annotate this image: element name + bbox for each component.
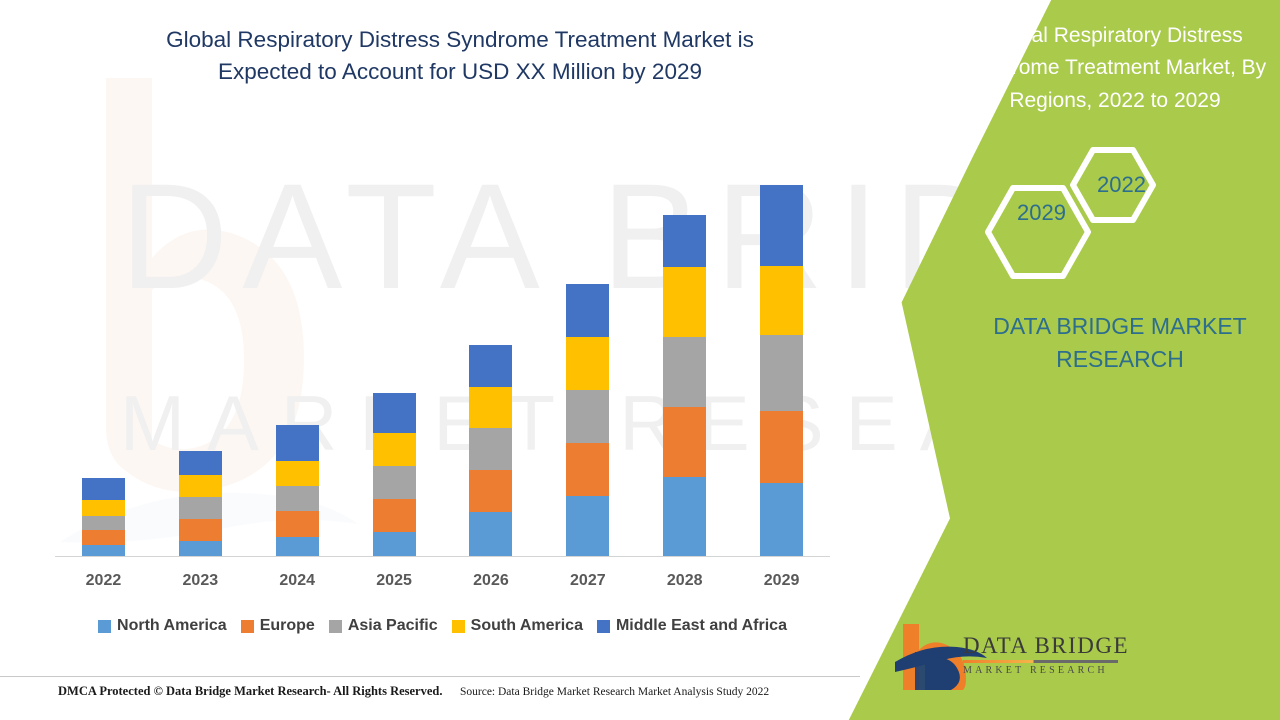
bar-segment[interactable] [469,428,513,470]
bar-column-2025[interactable] [372,393,416,556]
legend-item-north-america[interactable]: North America [98,617,227,635]
bar-segment[interactable] [566,443,610,496]
legend-swatch-icon [98,619,112,633]
legend-label: Europe [259,617,315,634]
bar-segment[interactable] [663,407,707,477]
page-title: Global Respiratory Distress Syndrome Tre… [60,24,860,88]
bar-column-2022[interactable] [81,478,125,556]
bar-column-2028[interactable] [663,215,707,556]
x-tick-2026: 2026 [473,572,509,589]
bar-segment[interactable] [760,335,804,411]
legend-label: North America [117,617,227,634]
legend-item-middle-east-and-africa[interactable]: Middle East and Africa [596,617,787,635]
x-tick-2024: 2024 [279,572,315,589]
hexagon-label-2029: 2029 [1017,200,1066,225]
page-title-line-2: Expected to Account for USD XX Million b… [217,58,702,84]
footer-source: Source: Data Bridge Market Research Mark… [460,686,770,698]
watermark-logo-icon [88,78,318,508]
bar-segment[interactable] [178,541,222,556]
bar-segment[interactable] [663,267,707,337]
bar-column-2026[interactable] [469,345,513,556]
bar-segment[interactable] [275,461,319,486]
logo-tagline: MARKET RESEARCH [963,664,1108,676]
legend-item-south-america[interactable]: South America [451,617,583,635]
bar-segment[interactable] [760,483,804,556]
x-tick-2022: 2022 [85,572,122,589]
footer-divider [0,676,860,677]
bar-segment[interactable] [372,532,416,556]
bar-column-2027[interactable] [566,284,610,556]
stacked-bar-chart [55,150,830,556]
x-tick-2029: 2029 [763,572,800,589]
legend-swatch-icon [240,619,254,633]
bar-segment[interactable] [275,511,319,537]
bar-segment[interactable] [566,337,610,390]
bar-segment[interactable] [372,393,416,433]
bar-column-2024[interactable] [275,425,319,556]
hexagon-label-2022: 2022 [1097,172,1146,197]
x-tick-2023: 2023 [182,572,219,589]
legend-swatch-icon [451,619,465,633]
legend-swatch-icon [328,619,342,633]
bar-segment[interactable] [469,345,513,387]
hexagon-outlines-icon [985,147,1156,279]
bar-segment[interactable] [372,466,416,499]
bar-segment[interactable] [178,519,222,541]
panel-brand-line-1: DATA BRIDGE MARKET [993,313,1247,339]
logo-underline [963,660,1118,663]
x-tick-2028: 2028 [666,572,703,589]
x-axis-tick-labels: 2022 2023 2024 2025 2026 2027 2028 2029 [55,572,830,590]
bar-segment[interactable] [81,545,125,556]
bar-segment[interactable] [760,185,804,266]
bar-segment[interactable] [275,425,319,461]
x-tick-2027: 2027 [570,572,606,589]
panel-brand: DATA BRIDGE MARKET RESEARCH [960,310,1280,375]
bar-segment[interactable] [275,537,319,556]
bar-segment[interactable] [760,266,804,335]
legend-label: South America [470,617,583,634]
legend-label: Asia Pacific [347,617,438,634]
bar-segment[interactable] [81,500,125,516]
chart-legend: North America Europe Asia Pacific South Ame… [55,617,830,635]
bar-segment[interactable] [566,496,610,556]
bar-column-2023[interactable] [178,451,222,556]
panel-brand-line-2: RESEARCH [1056,345,1184,372]
data-bridge-logo-icon [895,622,1135,690]
bar-segment[interactable] [469,470,513,512]
bar-segment[interactable] [663,337,707,407]
bar-segment[interactable] [760,411,804,483]
bar-segment[interactable] [469,387,513,428]
legend-swatch-icon [596,619,610,633]
bar-segment[interactable] [275,486,319,511]
bar-segment[interactable] [372,499,416,532]
legend-item-europe[interactable]: Europe [240,617,315,635]
legend-item-asia-pacific[interactable]: Asia Pacific [328,617,438,635]
x-tick-2025: 2025 [376,572,412,589]
bar-segment[interactable] [566,284,610,337]
bar-segment[interactable] [178,451,222,475]
bar-segment[interactable] [566,390,610,443]
bar-column-2029[interactable] [760,185,804,556]
panel-title: Global Respiratory Distress Syndrome Tre… [963,24,1267,112]
hexagon-group: 2029 2022 [975,140,1200,285]
bar-segment[interactable] [81,478,125,500]
x-axis-line [55,556,830,557]
bar-segment[interactable] [81,530,125,545]
bar-segment[interactable] [81,516,125,530]
bar-segment[interactable] [469,512,513,556]
bar-segment[interactable] [178,497,222,519]
footer-copyright: DMCA Protected © Data Bridge Market Rese… [58,684,443,698]
bar-segment[interactable] [663,215,707,267]
bar-segment[interactable] [663,477,707,556]
bar-segment[interactable] [178,475,222,497]
data-bridge-logo-text: DATA BRIDGE MARKET RESEARCH [963,634,1143,676]
legend-label: Middle East and Africa [615,617,787,634]
logo-name: DATA BRIDGE [963,633,1130,658]
page-title-line-1: Global Respiratory Distress Syndrome Tre… [166,27,754,52]
bar-segment[interactable] [372,433,416,466]
